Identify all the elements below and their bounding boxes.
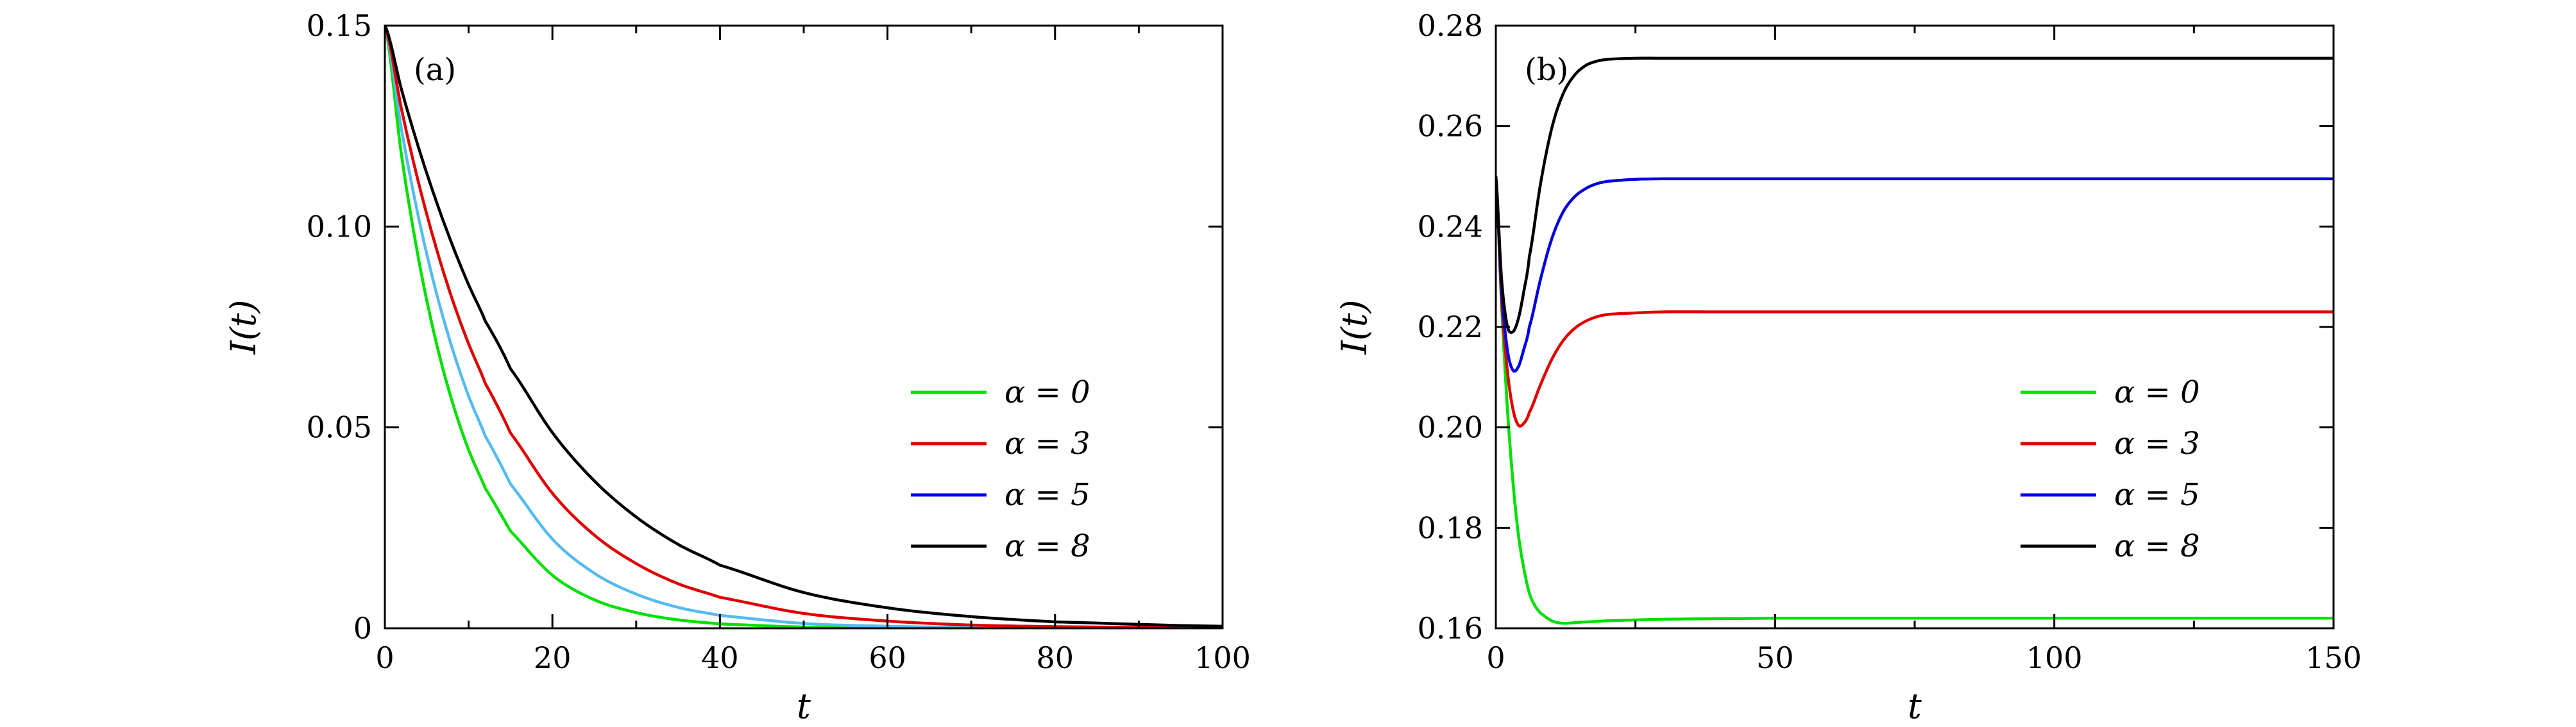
series-line-3 — [1496, 56, 2334, 334]
legend-label: α = 8 — [2114, 528, 2200, 564]
y-tick-label: 0.22 — [1418, 310, 1483, 344]
series-line-3 — [385, 26, 1223, 628]
y-tick-label: 0 — [353, 611, 372, 646]
x-tick-label: 60 — [869, 640, 906, 675]
x-tick-label: 100 — [2026, 640, 2083, 675]
legend-label: α = 3 — [2114, 426, 2200, 462]
y-tick-label: 0.24 — [1418, 209, 1483, 244]
y-tick-label: 0.10 — [307, 209, 372, 244]
series-group — [385, 26, 1223, 628]
y-tick-label: 0.28 — [1418, 8, 1483, 43]
x-tick-label: 0 — [1486, 640, 1505, 675]
y-tick-label: 0.20 — [1418, 410, 1483, 445]
x-tick-label: 100 — [1194, 640, 1251, 675]
series-line-2 — [385, 26, 1223, 628]
x-tick-label: 150 — [2305, 640, 2362, 675]
series-line-1 — [1496, 176, 2334, 428]
series-group — [1496, 56, 2334, 625]
panel-label: (b) — [1525, 52, 1568, 88]
y-tick-label: 0.16 — [1418, 611, 1483, 646]
y-tick-label: 0.15 — [307, 8, 372, 43]
x-tick-label: 40 — [701, 640, 739, 675]
legend-label: α = 0 — [2114, 374, 2200, 410]
plot-frame — [384, 24, 1224, 630]
y-tick-label: 0.26 — [1418, 109, 1483, 144]
legend-label: α = 0 — [1004, 374, 1090, 410]
series-line-0 — [1496, 176, 2334, 625]
panel-label: (a) — [414, 52, 456, 88]
x-tick-label: 0 — [375, 640, 394, 675]
legend: α = 0 α = 3 α = 5 α = 8 — [911, 374, 1090, 564]
series-line-0 — [385, 26, 1223, 628]
legend-label: α = 8 — [1004, 528, 1090, 564]
panel-b: 0 50 100 150 0.16 0.18 0.20 0.22 0.24 0.26 0.28 t I(… — [1334, 8, 2362, 726]
legend-label: α = 3 — [1004, 426, 1090, 462]
series-line-1 — [385, 26, 1223, 628]
y-tick-label: 0.05 — [307, 410, 372, 445]
y-tick-label: 0.18 — [1418, 510, 1483, 545]
x-tick-label: 80 — [1037, 640, 1074, 675]
y-axis-label: I(t) — [223, 299, 264, 355]
x-axis-label: t — [1908, 686, 1922, 726]
x-axis-label: t — [797, 686, 811, 726]
legend-label: α = 5 — [1004, 477, 1090, 513]
series-line-2 — [1496, 176, 2334, 373]
legend-label: α = 5 — [2114, 477, 2200, 513]
y-axis-label: I(t) — [1334, 299, 1375, 355]
plot-frame — [1495, 24, 2335, 630]
x-tick-label: 20 — [534, 640, 572, 675]
legend: α = 0 α = 3 α = 5 α = 8 — [2021, 374, 2200, 564]
x-tick-label: 50 — [1756, 640, 1794, 675]
